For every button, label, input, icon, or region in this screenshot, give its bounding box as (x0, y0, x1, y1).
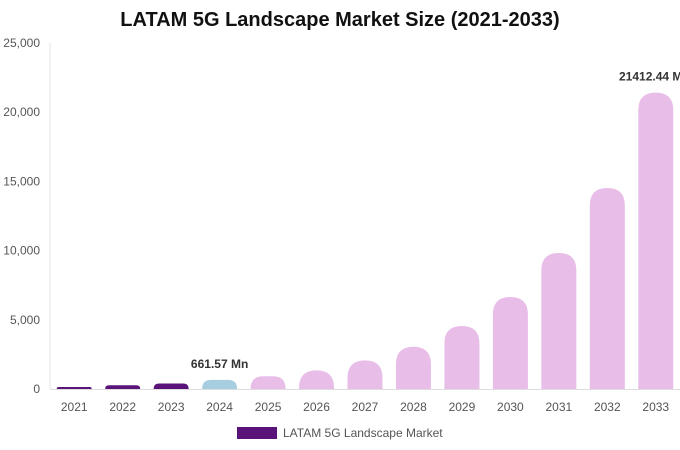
y-tick-label: 5,000 (10, 313, 40, 327)
bar-2026[interactable] (299, 370, 335, 389)
bar-2022[interactable] (105, 385, 141, 389)
y-tick-label: 15,000 (3, 174, 40, 188)
bar-2032[interactable] (589, 188, 625, 389)
data-label: 21412.44 Mn (619, 70, 680, 84)
x-tick-label: 2028 (400, 400, 427, 414)
y-tick-label: 20,000 (3, 105, 40, 119)
y-tick-label: 0 (33, 382, 40, 396)
x-tick-label: 2024 (206, 400, 233, 414)
chart-title: LATAM 5G Landscape Market Size (2021-203… (120, 9, 560, 31)
y-tick-label: 25,000 (3, 36, 40, 50)
legend-label: LATAM 5G Landscape Market (283, 426, 443, 440)
bar-2031[interactable] (541, 252, 577, 389)
bar-2033[interactable] (638, 92, 674, 390)
x-tick-label: 2029 (449, 400, 476, 414)
legend-swatch (237, 427, 277, 439)
legend[interactable]: LATAM 5G Landscape Market (237, 426, 443, 440)
x-tick-label: 2023 (158, 400, 185, 414)
x-tick-label: 2025 (255, 400, 282, 414)
x-tick-label: 2032 (594, 400, 621, 414)
x-tick-label: 2022 (109, 400, 136, 414)
data-label: 661.57 Mn (191, 357, 248, 371)
x-tick-label: 2027 (352, 400, 379, 414)
x-tick-label: 2030 (497, 400, 524, 414)
bar-2025[interactable] (250, 376, 286, 389)
x-tick-label: 2031 (545, 400, 572, 414)
x-tick-label: 2021 (61, 400, 88, 414)
bar-2023[interactable] (153, 383, 189, 389)
bar-2024[interactable] (202, 379, 238, 389)
bar-2028[interactable] (395, 346, 431, 389)
x-tick-label: 2033 (642, 400, 669, 414)
x-tick-label: 2026 (303, 400, 330, 414)
bar-2027[interactable] (347, 360, 383, 389)
bar-2021[interactable] (56, 386, 92, 389)
bar-2029[interactable] (444, 326, 480, 389)
y-tick-label: 10,000 (3, 244, 40, 258)
bar-2030[interactable] (492, 296, 528, 389)
